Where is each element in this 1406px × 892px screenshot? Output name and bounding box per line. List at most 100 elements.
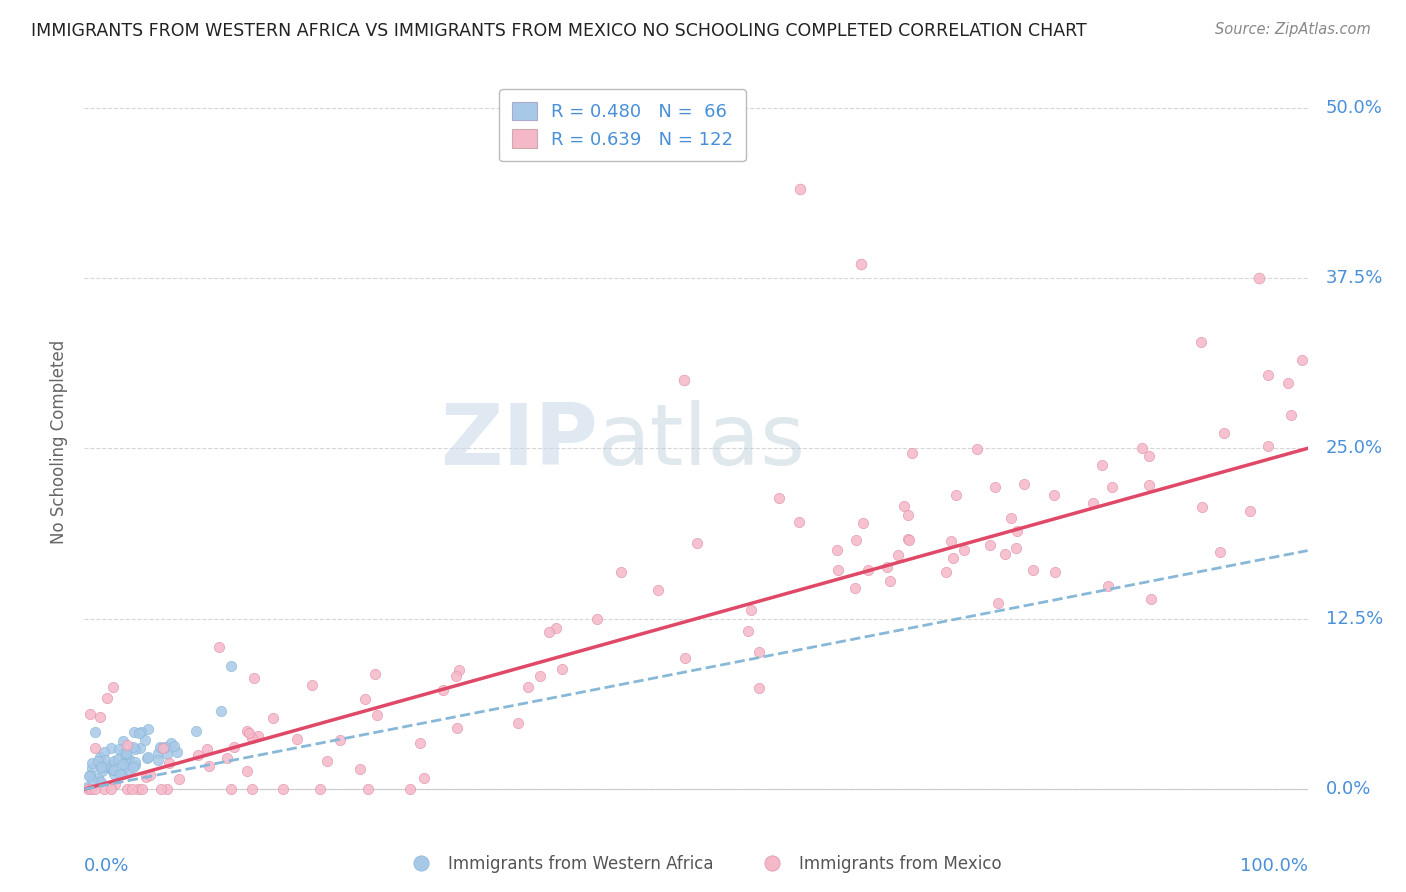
- Point: [1137, 449, 1160, 463]
- Text: ZIP: ZIP: [440, 400, 598, 483]
- Point: [1291, 353, 1313, 368]
- Point: [740, 602, 762, 616]
- Point: [994, 547, 1017, 561]
- Point: [93, 746, 115, 760]
- Point: [167, 772, 190, 787]
- Point: [413, 772, 436, 786]
- Point: [115, 747, 138, 761]
- Point: [115, 782, 138, 797]
- Point: [236, 764, 259, 778]
- Point: [118, 752, 141, 766]
- Point: [673, 651, 696, 665]
- Point: [152, 741, 174, 756]
- Point: [672, 373, 695, 387]
- Point: [84, 724, 107, 739]
- Point: [149, 741, 172, 756]
- Point: [247, 730, 270, 744]
- Point: [114, 758, 136, 772]
- Point: [86, 754, 108, 768]
- Point: [585, 612, 607, 626]
- Point: [115, 738, 138, 752]
- Point: [135, 770, 157, 784]
- Text: IMMIGRANTS FROM WESTERN AFRICA VS IMMIGRANTS FROM MEXICO NO SCHOOLING COMPLETED : IMMIGRANTS FROM WESTERN AFRICA VS IMMIGR…: [31, 22, 1087, 40]
- Point: [942, 551, 965, 566]
- Point: [1137, 478, 1160, 492]
- Point: [118, 763, 141, 777]
- Point: [315, 754, 337, 768]
- Point: [187, 748, 209, 763]
- Point: [80, 782, 103, 797]
- Point: [737, 624, 759, 638]
- Point: [308, 782, 330, 797]
- Point: [111, 766, 134, 780]
- Point: [979, 538, 1001, 552]
- Point: [1257, 368, 1279, 382]
- Text: 37.5%: 37.5%: [1326, 269, 1384, 287]
- Point: [90, 764, 112, 778]
- Point: [76, 780, 98, 794]
- Point: [364, 667, 387, 681]
- Point: [108, 741, 131, 756]
- Point: [1212, 426, 1234, 441]
- Point: [1239, 504, 1261, 518]
- Point: [82, 772, 104, 787]
- Point: [198, 759, 221, 773]
- Point: [1208, 545, 1230, 559]
- Point: [117, 754, 139, 768]
- Point: [825, 543, 848, 558]
- Point: [128, 741, 150, 756]
- Point: [219, 659, 242, 673]
- Point: [876, 560, 898, 574]
- Point: [89, 749, 111, 764]
- Point: [1091, 458, 1114, 472]
- Point: [1247, 271, 1270, 285]
- Point: [285, 732, 308, 747]
- Point: [357, 782, 380, 797]
- Point: [898, 533, 921, 547]
- Point: [1005, 541, 1028, 555]
- Point: [101, 680, 124, 694]
- Point: [79, 768, 101, 782]
- Point: [107, 752, 129, 766]
- Point: [647, 582, 669, 597]
- Point: [195, 742, 218, 756]
- Point: [93, 782, 115, 797]
- Point: [124, 755, 146, 769]
- Point: [103, 754, 125, 768]
- Point: [156, 747, 179, 761]
- Point: [349, 762, 371, 776]
- Point: [157, 756, 180, 771]
- Point: [163, 739, 186, 753]
- Point: [207, 640, 229, 655]
- Text: Source: ZipAtlas.com: Source: ZipAtlas.com: [1215, 22, 1371, 37]
- Point: [849, 257, 872, 271]
- Point: [827, 563, 849, 577]
- Point: [844, 581, 866, 595]
- Point: [1022, 563, 1045, 577]
- Legend: R = 0.480   N =  66, R = 0.639   N = 122: R = 0.480 N = 66, R = 0.639 N = 122: [499, 89, 747, 161]
- Text: atlas: atlas: [598, 400, 806, 483]
- Point: [77, 769, 100, 783]
- Point: [82, 761, 104, 775]
- Point: [100, 761, 122, 775]
- Point: [1045, 565, 1067, 579]
- Point: [138, 767, 160, 781]
- Point: [84, 740, 107, 755]
- Point: [748, 645, 770, 659]
- Point: [127, 782, 149, 797]
- Point: [987, 596, 1010, 610]
- Point: [685, 535, 707, 549]
- Point: [89, 710, 111, 724]
- Point: [90, 774, 112, 789]
- Point: [748, 681, 770, 696]
- Point: [879, 574, 901, 589]
- Point: [354, 691, 377, 706]
- Point: [446, 721, 468, 735]
- Point: [966, 442, 988, 457]
- Point: [887, 549, 910, 563]
- Point: [148, 739, 170, 754]
- Text: 0.0%: 0.0%: [84, 857, 129, 875]
- Text: 100.0%: 100.0%: [1240, 857, 1308, 875]
- Point: [901, 446, 924, 460]
- Point: [104, 776, 127, 790]
